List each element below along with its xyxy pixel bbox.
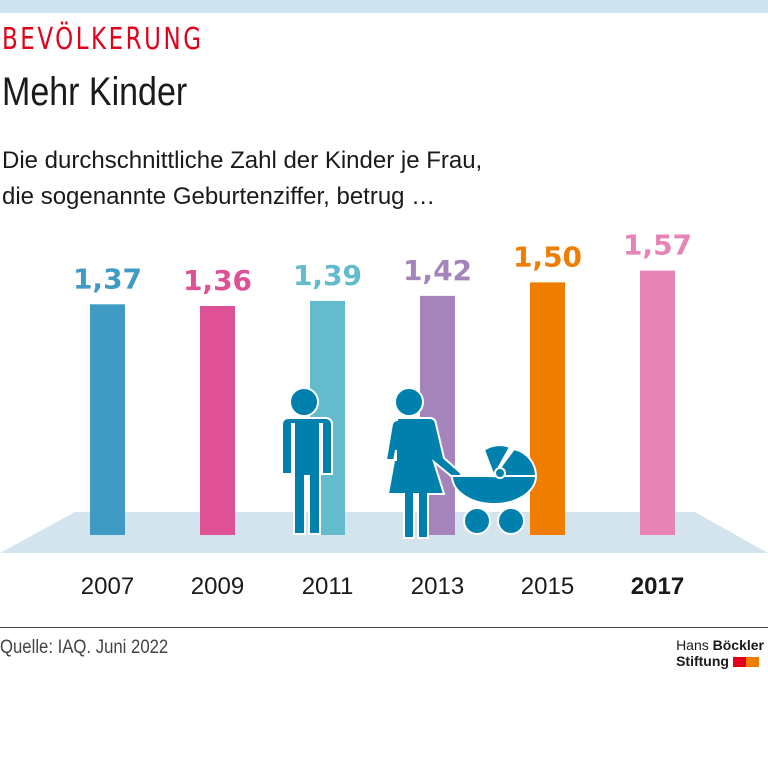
data-label-2013: 1,42 [403,254,472,287]
bar-chart: 1,37 1,36 1,39 1,42 1,50 1,57 2007 2009 2011 201… [0,229,768,600]
bar-2009 [200,305,235,535]
data-label-2011: 1,39 [293,259,362,292]
data-label-2007: 1,37 [73,262,142,295]
subtitle-line-1: Die durchschnittliche Zahl der Kinder je… [2,147,483,174]
x-tick-label-2009: 2009 [191,573,244,600]
x-tick-label-2013: 2013 [411,573,464,600]
x-tick-label-2017: 2017 [631,573,684,600]
top-band [0,0,768,13]
x-tick-label-2007: 2007 [81,573,134,600]
woman-icon [384,387,464,539]
floor [0,512,768,553]
data-label-2009: 1,36 [183,264,252,297]
logo-text-boeckler: Böckler [712,637,764,653]
logo-text-stiftung: Stiftung [676,653,729,669]
data-label-2015: 1,50 [513,240,582,273]
x-tick-label-2011: 2011 [302,573,354,600]
kicker: BEVÖLKERUNG [2,22,204,57]
hans-boeckler-logo: Hans Böckler Stiftung [676,637,764,669]
source-note: Quelle: IAQ. Juni 2022 [0,637,169,658]
logo-red-square [732,657,746,668]
logo-text-hans: Hans [676,637,713,653]
bar-2017 [640,270,675,535]
divider [0,627,768,628]
subtitle: Die durchschnittliche Zahl der Kinder je… [2,143,762,215]
x-tick-label-2015: 2015 [521,573,574,600]
data-label-2017: 1,57 [623,229,692,262]
stroller-icon [450,444,538,535]
subtitle-line-2: die sogenannte Geburtenziffer, betrug … [2,183,436,210]
man-icon [281,387,333,535]
bar-2015 [530,282,565,535]
logo-orange-square [745,657,759,668]
page-title: Mehr Kinder [2,70,188,114]
bar-2007 [90,304,125,535]
